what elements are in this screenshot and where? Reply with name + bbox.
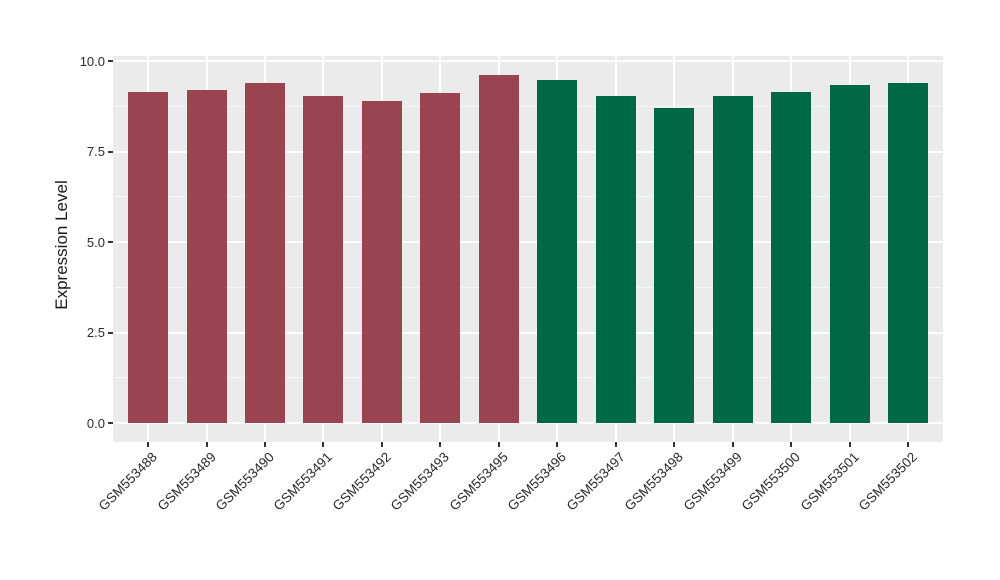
y-tick-label: 7.5: [86, 144, 105, 159]
y-tick-mark: [108, 241, 113, 243]
y-tick-label: 10.0: [79, 53, 105, 69]
x-tick-mark: [439, 442, 442, 447]
y-tick-mark: [108, 422, 113, 424]
x-tick-mark: [380, 442, 383, 447]
bar-GSM553499: [712, 95, 753, 423]
x-tick-mark: [147, 442, 150, 447]
y-tick-mark: [108, 150, 113, 153]
gridline-minor-horizontal: [113, 377, 943, 379]
x-tick-mark: [497, 442, 500, 447]
plot-panel: [113, 56, 943, 442]
gridline-major-horizontal: [113, 60, 943, 62]
bar-GSM553488: [128, 91, 169, 423]
bar-GSM553500: [771, 91, 812, 423]
y-tick-label: 2.5: [86, 325, 105, 340]
gridline-minor-horizontal: [113, 286, 943, 288]
gridline-minor-horizontal: [113, 196, 943, 198]
gridline-major-horizontal: [113, 241, 943, 243]
bar-GSM553490: [245, 83, 285, 423]
bar-GSM553491: [303, 96, 344, 423]
x-tick-label: GSM553488: [95, 449, 160, 514]
y-tick-label: 0.0: [86, 415, 105, 431]
x-tick-mark: [790, 442, 793, 447]
y-tick-mark: [108, 60, 113, 62]
bar-GSM553489: [186, 89, 227, 423]
bar-GSM553493: [420, 92, 461, 423]
x-tick-mark: [205, 442, 208, 447]
bar-GSM553498: [654, 108, 695, 423]
x-tick-label: GSM553502: [855, 449, 920, 514]
x-tick-mark: [556, 442, 559, 447]
bar-GSM553495: [478, 75, 519, 423]
y-tick-mark: [108, 331, 113, 334]
gridline-major-horizontal: [113, 150, 943, 153]
bar-GSM553501: [829, 85, 870, 423]
gridline-major-horizontal: [113, 422, 943, 424]
x-tick-mark: [906, 442, 909, 447]
y-tick-label: 5.0: [86, 234, 105, 250]
gridline-major-horizontal: [113, 331, 943, 334]
x-tick-mark: [322, 442, 325, 447]
x-tick-mark: [264, 442, 266, 447]
x-tick-mark: [731, 442, 734, 447]
x-tick-mark: [673, 442, 676, 447]
x-tick-mark: [614, 442, 617, 447]
bar-GSM553496: [537, 80, 578, 423]
bar-GSM553497: [595, 96, 636, 423]
bar-GSM553492: [361, 100, 402, 423]
gridline-minor-horizontal: [113, 105, 943, 107]
x-tick-mark: [848, 442, 851, 447]
bar-GSM553502: [887, 82, 928, 423]
